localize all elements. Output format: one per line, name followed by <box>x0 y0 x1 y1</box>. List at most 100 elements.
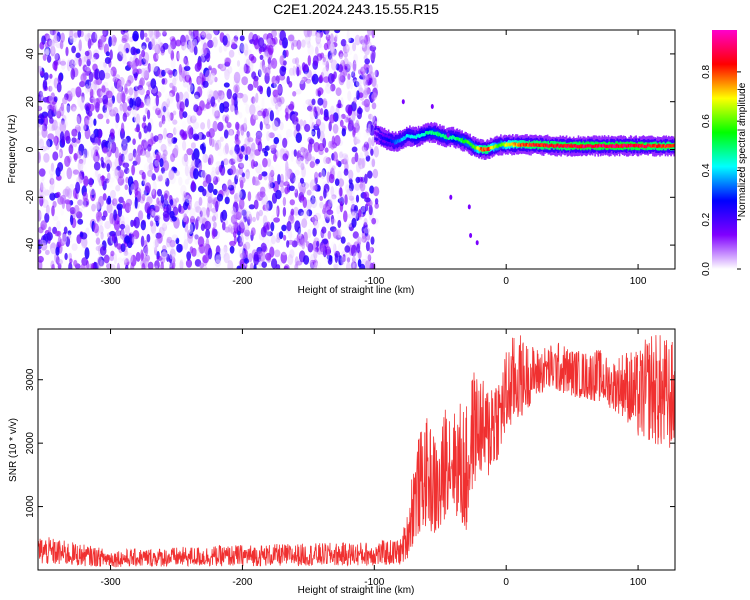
noise-speckle <box>367 254 372 262</box>
noise-speckle <box>263 150 269 157</box>
noise-speckle <box>147 170 153 177</box>
noise-speckle <box>176 50 180 62</box>
noise-speckle <box>276 84 283 94</box>
noise-speckle <box>191 160 196 168</box>
noise-speckle <box>271 120 279 132</box>
noise-speckle <box>85 83 89 94</box>
spectrogram-x-label: Height of straight line (km) <box>298 285 415 296</box>
noise-speckle <box>161 223 166 236</box>
noise-speckle <box>77 199 83 206</box>
noise-speckle <box>146 233 151 243</box>
noise-speckle <box>202 170 206 178</box>
noise-speckle <box>91 31 98 43</box>
noise-speckle <box>239 222 245 234</box>
noise-speckle <box>96 88 103 98</box>
noise-speckle <box>93 161 101 171</box>
noise-speckle <box>146 131 153 139</box>
noise-speckle <box>61 135 65 146</box>
noise-speckle <box>100 34 107 43</box>
y-tick-label: 40 <box>25 48 36 60</box>
noise-speckle <box>319 74 323 83</box>
noise-speckle <box>84 50 90 57</box>
noise-speckle <box>106 69 114 77</box>
noise-speckle <box>71 137 77 144</box>
noise-speckle <box>143 67 150 79</box>
noise-speckle <box>40 146 47 152</box>
sparse-point <box>467 204 471 210</box>
noise-speckle <box>43 72 49 81</box>
noise-speckle <box>347 62 351 75</box>
noise-speckle <box>265 252 272 261</box>
noise-speckle <box>333 36 338 43</box>
noise-speckle <box>144 93 151 106</box>
noise-speckle <box>125 264 129 269</box>
noise-speckle <box>322 66 329 79</box>
noise-speckle <box>252 216 256 223</box>
noise-speckle <box>233 71 241 84</box>
noise-speckle <box>219 136 224 142</box>
noise-speckle <box>101 174 105 187</box>
noise-speckle <box>374 202 380 209</box>
noise-speckle <box>135 48 141 54</box>
noise-speckle <box>159 158 164 168</box>
noise-speckle <box>59 120 66 129</box>
noise-speckle <box>89 88 94 99</box>
noise-speckle <box>166 132 174 139</box>
noise-speckle <box>281 224 287 232</box>
noise-speckle <box>146 96 151 107</box>
noise-speckle <box>38 248 42 255</box>
noise-speckle <box>228 158 236 165</box>
noise-speckle <box>40 211 44 219</box>
y-tick-label: -20 <box>25 190 36 205</box>
noise-speckle <box>98 225 104 235</box>
noise-speckle <box>106 202 113 214</box>
noise-speckle <box>238 198 245 210</box>
noise-speckle <box>353 97 357 104</box>
noise-speckle <box>314 212 322 220</box>
noise-speckle <box>334 34 339 40</box>
noise-speckle <box>143 70 150 81</box>
noise-speckle <box>212 36 218 48</box>
noise-speckle <box>116 243 122 250</box>
noise-speckle <box>58 148 63 159</box>
noise-speckle <box>244 40 251 50</box>
ridge-core <box>532 142 535 146</box>
noise-speckle <box>285 111 289 122</box>
noise-speckle <box>332 243 337 254</box>
ridge-core <box>379 136 382 139</box>
noise-speckle <box>148 30 154 38</box>
noise-speckle <box>38 138 45 150</box>
noise-speckle <box>113 169 120 179</box>
noise-speckle <box>118 105 124 116</box>
noise-speckle <box>265 203 270 212</box>
noise-speckle <box>49 184 55 194</box>
noise-speckle <box>165 177 170 187</box>
noise-speckle <box>123 192 129 201</box>
noise-speckle <box>294 169 300 176</box>
noise-speckle <box>354 138 361 144</box>
noise-speckle <box>247 76 254 85</box>
noise-speckle <box>337 178 345 188</box>
noise-speckle <box>83 175 89 187</box>
noise-speckle <box>134 197 138 209</box>
noise-speckle <box>302 138 309 144</box>
noise-speckle <box>71 59 76 65</box>
noise-speckle <box>215 144 219 151</box>
noise-speckle <box>110 177 115 183</box>
noise-speckle <box>307 55 311 66</box>
noise-speckle <box>169 251 173 260</box>
noise-speckle <box>129 97 134 109</box>
noise-speckle <box>371 92 378 100</box>
noise-speckle <box>134 127 141 133</box>
noise-speckle <box>297 208 304 216</box>
noise-speckle <box>145 37 150 43</box>
noise-speckle <box>222 35 228 46</box>
noise-speckle <box>142 114 147 122</box>
noise-speckle <box>78 175 84 184</box>
noise-speckle <box>353 32 359 40</box>
noise-speckle <box>118 261 124 269</box>
noise-speckle <box>194 158 202 168</box>
noise-speckle <box>117 43 125 55</box>
ridge-core <box>508 143 511 147</box>
noise-speckle <box>330 214 335 225</box>
